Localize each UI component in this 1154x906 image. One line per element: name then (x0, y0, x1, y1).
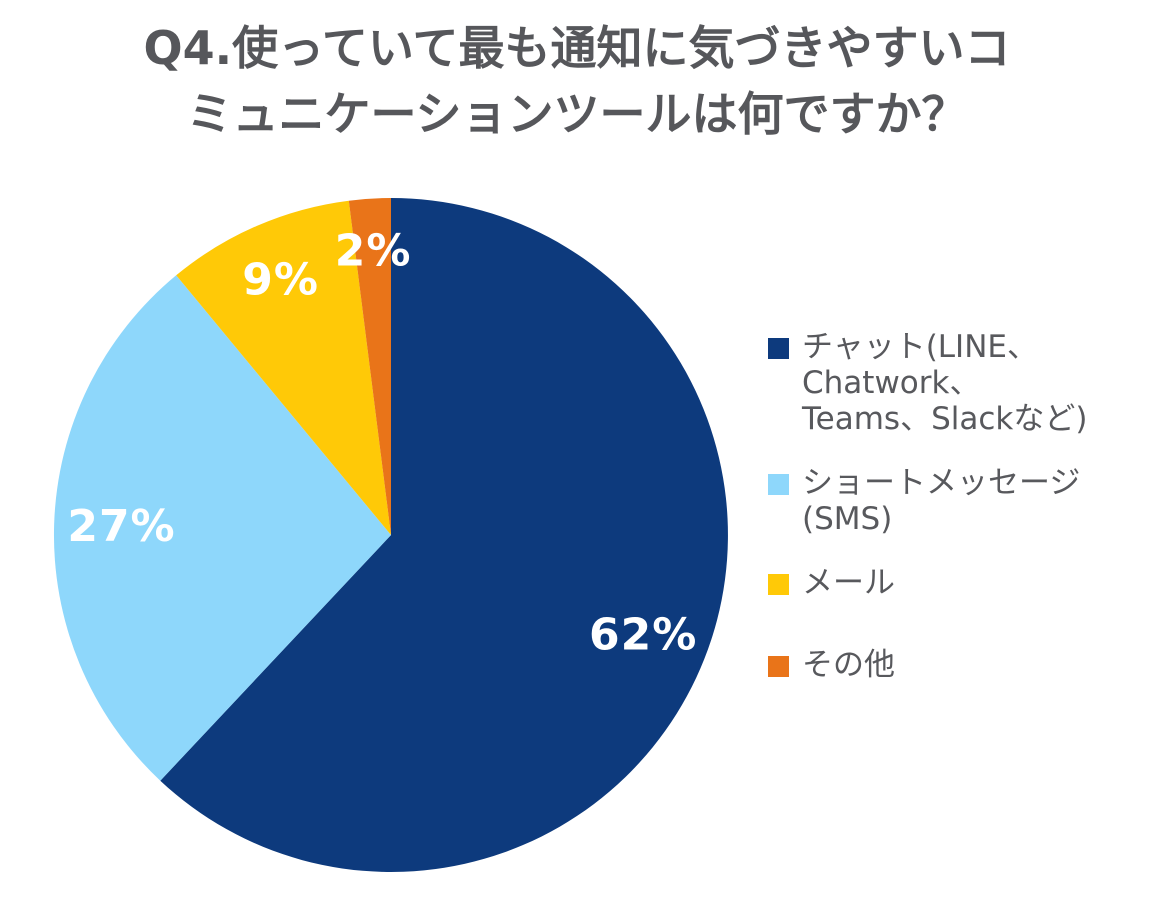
chart-title-line-2: ミュニケーションツールは何ですか？ (186, 86, 968, 141)
legend-marker (768, 573, 789, 595)
pie-slice-1 (160, 198, 728, 872)
chart-title-line-1: Q4.使っていて最も通知に気づきやすいコ (143, 21, 1011, 75)
legend-item: ショートメッセージ(SMS) (768, 464, 1113, 538)
legend-label: チャット(LINE、Chatwork、 Teams、Slackなど) (802, 329, 1088, 437)
legend-item: メール (768, 564, 1113, 602)
pie-slice-2 (53, 275, 392, 781)
pie-slice-label-2: 27% (67, 501, 175, 552)
pie-slice-label-1: 62% (589, 609, 697, 660)
legend-marker (768, 338, 789, 359)
legend-marker (768, 473, 789, 495)
legend-item: チャット(LINE、Chatwork、 Teams、Slackなど) (768, 329, 1113, 438)
legend: チャット(LINE、Chatwork、 Teams、Slackなど) ショートメッ… (768, 329, 1113, 684)
pie-slice-label-4: 2% (335, 225, 412, 276)
pie-slice-4 (348, 198, 391, 535)
legend-label: メール (802, 564, 895, 601)
legend-item: その他 (768, 646, 1113, 684)
legend-label: ショートメッセージ(SMS) (802, 464, 1081, 537)
legend-label: その他 (802, 646, 895, 683)
pie-slice-label-3: 9% (242, 254, 319, 305)
legend-marker (768, 655, 789, 677)
chart-title: Q4.使っていて最も通知に気づきやすいコ ミュニケーションツールは何ですか？ (0, 16, 1154, 148)
pie-slice-3 (176, 200, 391, 535)
